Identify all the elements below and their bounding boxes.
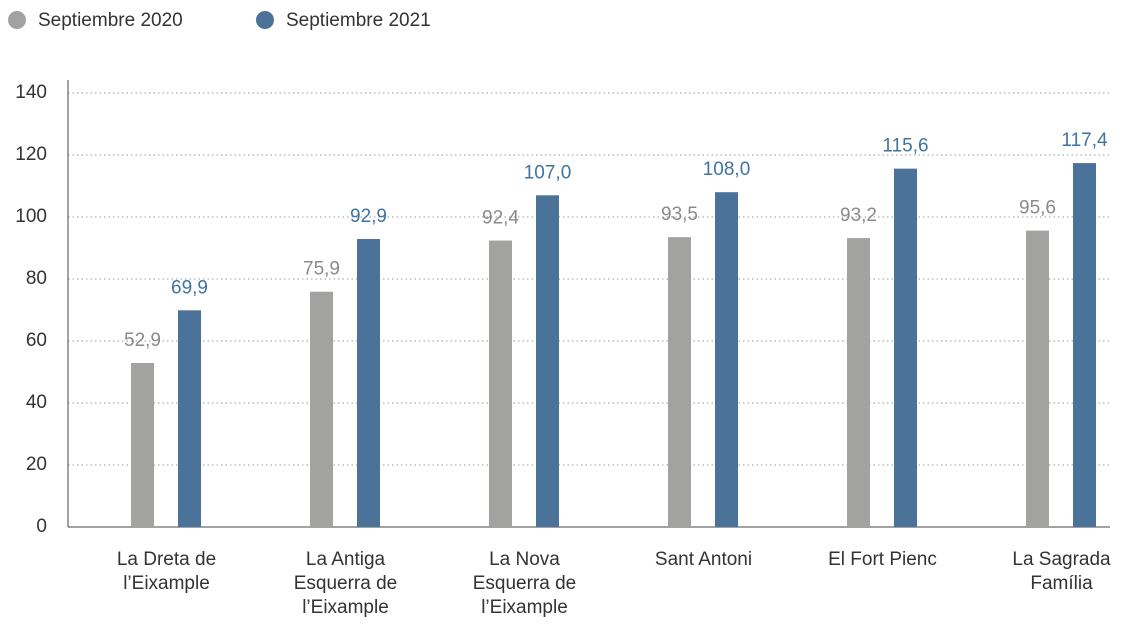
bar (536, 195, 559, 528)
bar (357, 239, 380, 527)
value-label: 69,9 (171, 277, 208, 298)
value-label: 95,6 (1019, 198, 1056, 219)
x-tick-label: Sant Antoni (654, 549, 753, 570)
bar (1073, 163, 1096, 527)
y-tick-label: 80 (26, 268, 47, 289)
x-tick-label: La Dreta de l’Eixample (116, 549, 217, 594)
value-label: 92,9 (350, 206, 387, 227)
value-label: 115,6 (882, 136, 928, 157)
legend-swatch (256, 11, 274, 29)
bar (715, 192, 738, 527)
bar (847, 238, 870, 527)
value-label: 107,0 (524, 162, 572, 183)
y-tick-label: 140 (15, 82, 47, 103)
x-tick-label: La Antiga Esquerra de l’Eixample (293, 549, 398, 618)
bar (668, 237, 691, 527)
value-label: 117,4 (1061, 130, 1108, 151)
bar (178, 310, 201, 527)
y-tick-label: 40 (26, 392, 47, 413)
bar (131, 363, 154, 527)
y-tick-label: 100 (15, 206, 47, 227)
legend-label: Septiembre 2021 (286, 10, 431, 31)
x-tick-label: La Sagrada Família (1012, 549, 1111, 594)
bar (310, 291, 333, 527)
y-tick-label: 20 (26, 454, 47, 475)
bar (489, 240, 512, 527)
x-tick-label: El Fort Pienc (828, 549, 937, 570)
y-tick-label: 120 (15, 144, 47, 165)
x-tick-label: La Nova Esquerra de l’Eixample (472, 549, 577, 618)
legend-swatch (8, 11, 26, 29)
legend-label: Septiembre 2020 (38, 10, 183, 31)
y-tick-label: 0 (36, 516, 47, 537)
y-tick-label: 60 (26, 330, 47, 351)
bar (894, 168, 917, 527)
value-label: 108,0 (703, 159, 751, 180)
value-label: 93,2 (840, 205, 877, 226)
bar (1026, 230, 1049, 527)
value-label: 75,9 (303, 259, 340, 280)
value-label: 92,4 (482, 208, 519, 229)
value-label: 52,9 (124, 330, 161, 351)
value-label: 93,5 (661, 204, 698, 225)
